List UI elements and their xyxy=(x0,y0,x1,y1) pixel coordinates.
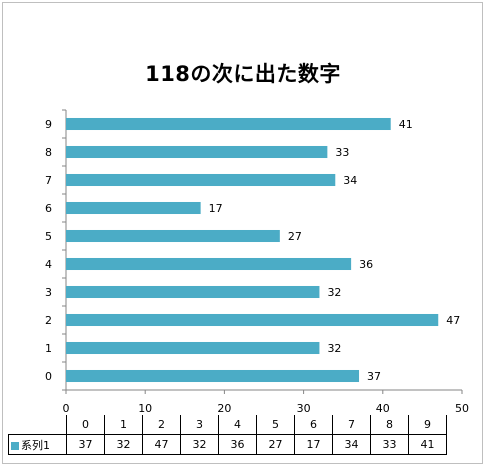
data-table-value-cell: 36 xyxy=(218,434,257,455)
data-label: 47 xyxy=(446,314,460,327)
x-tick-label: 30 xyxy=(297,402,311,415)
legend-entry: 系列1 xyxy=(8,434,67,455)
y-tick-label: 7 xyxy=(45,174,52,187)
bars xyxy=(66,117,439,383)
data-label: 27 xyxy=(288,230,302,243)
bar-3 xyxy=(66,285,320,299)
data-table-value-cell: 37 xyxy=(66,434,105,455)
legend-label: 系列1 xyxy=(21,438,50,452)
bar-9 xyxy=(66,117,391,131)
data-table-header-cell: 7 xyxy=(332,415,371,435)
bar-2 xyxy=(66,313,439,327)
data-table-header-cell: 3 xyxy=(180,415,219,435)
bar-6 xyxy=(66,201,201,215)
data-label: 32 xyxy=(327,286,341,299)
data-table-header-cell: 0 xyxy=(66,415,105,435)
x-tick-label: 0 xyxy=(63,402,70,415)
data-table-header-cell: 4 xyxy=(218,415,257,435)
data-table-header-cell: 2 xyxy=(142,415,181,435)
data-label: 34 xyxy=(343,174,357,187)
bar-7 xyxy=(66,173,336,187)
data-table-value-cell: 32 xyxy=(104,434,143,455)
x-tick-label: 50 xyxy=(455,402,469,415)
x-tick-label: 40 xyxy=(376,402,390,415)
data-table-values-row: 系列1 37 32 47 32 36 27 17 34 33 41 xyxy=(8,434,447,455)
data-table-corner xyxy=(9,415,67,435)
data-label: 36 xyxy=(359,258,373,271)
data-label: 33 xyxy=(335,146,349,159)
bar-8 xyxy=(66,145,328,159)
x-tick-label: 20 xyxy=(217,402,231,415)
x-tick-labels: 0 10 20 30 40 50 xyxy=(63,402,470,415)
bar-1 xyxy=(66,341,320,355)
bar-0 xyxy=(66,369,360,383)
y-tick-labels: 0 1 2 3 4 5 6 7 8 9 xyxy=(45,118,52,383)
y-tick-label: 3 xyxy=(45,286,52,299)
data-table-header-cell: 6 xyxy=(294,415,333,435)
y-tick-label: 0 xyxy=(45,370,52,383)
y-tick-label: 8 xyxy=(45,146,52,159)
data-table-value-cell: 47 xyxy=(142,434,181,455)
data-table-header-cell: 9 xyxy=(408,415,447,435)
x-tick-label: 10 xyxy=(138,402,152,415)
data-label: 41 xyxy=(399,118,413,131)
data-table-value-cell: 34 xyxy=(332,434,371,455)
bar-5 xyxy=(66,229,280,243)
data-table-header-cell: 5 xyxy=(256,415,295,435)
data-label: 17 xyxy=(209,202,223,215)
y-tick-label: 4 xyxy=(45,258,52,271)
data-table-header-cell: 8 xyxy=(370,415,409,435)
data-labels: 37 32 47 32 36 27 17 34 33 41 xyxy=(209,118,461,383)
data-table-header-cell: 1 xyxy=(104,415,143,435)
axes xyxy=(62,109,463,394)
data-table-value-cell: 27 xyxy=(256,434,295,455)
data-table-value-cell: 32 xyxy=(180,434,219,455)
bar-4 xyxy=(66,257,352,271)
data-table-value-cell: 41 xyxy=(408,434,447,455)
y-tick-label: 9 xyxy=(45,118,52,131)
y-tick-label: 6 xyxy=(45,202,52,215)
y-tick-label: 5 xyxy=(45,230,52,243)
data-label: 37 xyxy=(367,370,381,383)
chart-title: 118の次に出た数字 xyxy=(145,62,341,86)
y-tick-label: 2 xyxy=(45,314,52,327)
data-label: 32 xyxy=(327,342,341,355)
data-table-value-cell: 33 xyxy=(370,434,409,455)
legend-swatch xyxy=(11,441,19,450)
data-table-value-cell: 17 xyxy=(294,434,333,455)
y-tick-label: 1 xyxy=(45,342,52,355)
